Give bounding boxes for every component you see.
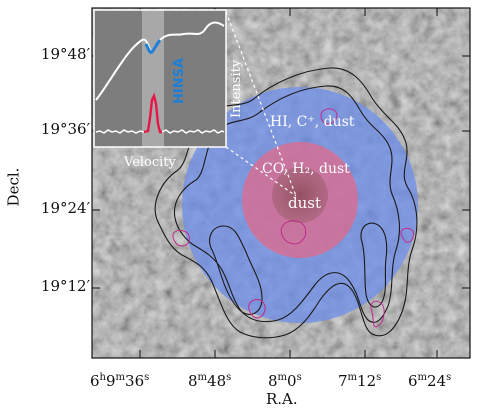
hinsa-label: HINSA xyxy=(172,58,187,104)
x-tick-label: 8m48s xyxy=(188,372,232,390)
black-contours xyxy=(154,67,418,339)
y-tick-label: 19°36′ xyxy=(40,120,90,138)
core-zone xyxy=(272,167,328,223)
outer-zone-label: HI, C⁺, dust xyxy=(270,114,355,130)
core-zone-label: dust xyxy=(288,194,321,212)
pointer-lines xyxy=(225,11,297,197)
inset-x-label: Velocity xyxy=(123,155,177,170)
x-axis-label: R.A. xyxy=(266,390,298,408)
y-tick-label: 19°48′ xyxy=(40,45,90,63)
x-tick-label: 6m24s xyxy=(408,372,452,390)
y-tick-label: 19°24′ xyxy=(40,199,90,217)
plot-frame xyxy=(91,7,471,359)
hinsa-band xyxy=(142,10,164,147)
emission-peak xyxy=(143,92,162,134)
magenta-contours xyxy=(172,108,415,328)
inset-y-label: Intensity xyxy=(229,59,244,118)
y-axis-label: Decl. xyxy=(4,167,23,207)
baseline-spectrum xyxy=(95,129,225,134)
spectrum-inset: HINSA Intensity Velocity xyxy=(93,9,244,170)
hinsa-absorption-line xyxy=(144,39,162,54)
x-tick-label: 8m0s xyxy=(268,372,302,390)
x-tick-label: 7m12s xyxy=(338,372,382,390)
middle-zone-label: CO, H₂, dust xyxy=(262,161,350,177)
y-tick-label: 19°12′ xyxy=(40,277,90,295)
x-tick-label: 6h9m36s xyxy=(90,372,150,390)
